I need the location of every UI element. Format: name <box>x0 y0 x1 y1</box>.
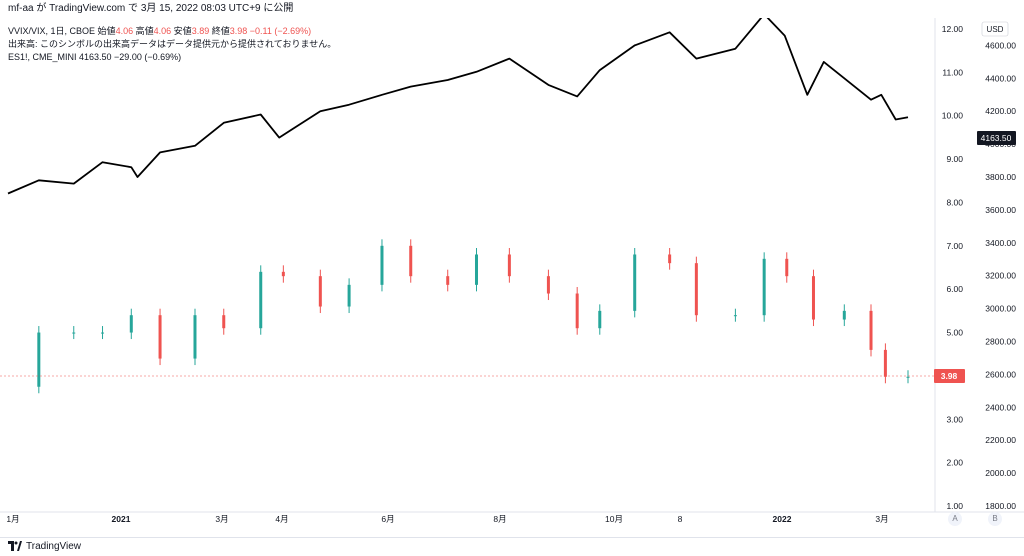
open-label: 始値 <box>97 26 116 36</box>
low-value: 3.89 <box>191 26 210 36</box>
candle-body <box>259 271 263 329</box>
candle-body <box>546 276 550 294</box>
candle-body <box>409 245 413 277</box>
candle-body <box>598 310 602 329</box>
candle-body <box>158 315 162 359</box>
candle-body <box>869 310 873 350</box>
es-line <box>7 18 909 195</box>
time-tick-label: 2022 <box>773 514 792 524</box>
legend-es-line[interactable]: ES1!, CME_MINI 4163.50 −29.00 (−0.69%) <box>8 52 182 62</box>
candle-body <box>811 276 815 320</box>
es-tick-label: 4400.00 <box>985 73 1016 83</box>
footer: TradingView <box>0 537 1024 555</box>
candle-body <box>474 254 478 285</box>
time-tick-label: 3月 <box>215 514 228 524</box>
auto-scale-button[interactable]: A <box>948 512 962 526</box>
time-tick-label: 2021 <box>112 514 131 524</box>
es-tick-label: 4200.00 <box>985 106 1016 116</box>
es-tick-label: 3200.00 <box>985 271 1016 281</box>
candle-body <box>906 376 910 378</box>
candle-body <box>762 258 766 316</box>
candle-body <box>101 332 105 334</box>
time-tick-label: 1月 <box>6 514 19 524</box>
candle-body <box>633 254 637 311</box>
candles-series <box>37 239 910 394</box>
es-tick-label: 3000.00 <box>985 304 1016 314</box>
open-value: 4.06 <box>115 26 134 36</box>
es-tick-label: 3800.00 <box>985 172 1016 182</box>
ratio-price-tag <box>934 369 965 383</box>
candle-body <box>733 315 737 317</box>
low-label: 安値 <box>173 26 192 36</box>
candle-body <box>842 310 846 320</box>
candle-body <box>575 293 579 329</box>
candle-body <box>222 315 226 329</box>
es-tick-label: 2400.00 <box>985 402 1016 412</box>
candle-body <box>668 254 672 264</box>
candle-body <box>446 276 450 285</box>
time-tick-label: 6月 <box>381 514 394 524</box>
es-axis: 4600.004400.004200.004000.003800.003600.… <box>985 40 1016 511</box>
es-price-tag <box>977 131 1016 145</box>
footer-brand[interactable]: TradingView <box>26 541 82 552</box>
time-tick-label: 4月 <box>275 514 288 524</box>
candle-body <box>72 332 76 334</box>
time-tick-label: 8月 <box>493 514 506 524</box>
chart-legend: VVIX/VIX, 1日, CBOE 始値4.06 高値4.06 安値3.89 … <box>8 25 336 64</box>
high-value: 4.06 <box>153 26 172 36</box>
es-price-tag-text: 4163.50 <box>981 133 1012 143</box>
es-tick-label: 1800.00 <box>985 501 1016 511</box>
es-tick-label: 3400.00 <box>985 238 1016 248</box>
es-tick-label: 2200.00 <box>985 435 1016 445</box>
legend-symbol[interactable]: VVIX/VIX, 1日, CBOE <box>8 26 96 36</box>
ratio-axis: 12.0011.0010.009.008.007.006.005.004.003… <box>942 24 964 511</box>
high-label: 高値 <box>135 26 154 36</box>
ratio-tick-label: 5.00 <box>946 328 963 338</box>
change-value: −0.11 (−2.69%) <box>249 26 312 36</box>
tradingview-logo-icon <box>8 541 22 552</box>
ratio-tick-label: 8.00 <box>946 197 963 207</box>
candle-body <box>507 254 511 277</box>
candle-body <box>281 271 285 277</box>
ratio-tick-label: 6.00 <box>946 284 963 294</box>
close-value: 3.98 <box>229 26 248 36</box>
ratio-tick-label: 1.00 <box>946 501 963 511</box>
es-tick-label: 2600.00 <box>985 369 1016 379</box>
candle-body <box>193 315 197 359</box>
es-tick-label: 3600.00 <box>985 205 1016 215</box>
ratio-price-tag-text: 3.98 <box>941 371 958 381</box>
ratio-tick-label: 12.00 <box>942 24 964 34</box>
legend-volume-note: 出来高: このシンボルの出来高データはデータ提供元から提供されておりません。 <box>8 39 337 49</box>
es-line-series <box>7 18 909 195</box>
time-tick-label: 8 <box>678 514 683 524</box>
currency-box[interactable] <box>981 21 1009 37</box>
time-tick-label: 3月 <box>875 514 888 524</box>
candle-body <box>380 245 384 285</box>
publish-info: mf-aa が TradingView.com で 3月 15, 2022 08… <box>8 3 294 14</box>
es-tick-label: 4600.00 <box>985 40 1016 50</box>
ratio-tick-label: 7.00 <box>946 241 963 251</box>
ratio-tick-label: 10.00 <box>942 111 964 121</box>
candle-body <box>129 315 133 333</box>
close-label: 終値 <box>211 26 230 36</box>
es-tick-label: 2800.00 <box>985 337 1016 347</box>
candle-body <box>37 332 41 387</box>
ratio-tick-label: 3.00 <box>946 414 963 424</box>
ratio-tick-label: 11.00 <box>942 67 963 77</box>
ratio-tick-label: 9.00 <box>946 154 963 164</box>
ratio-tick-label: 2.00 <box>946 458 963 468</box>
price-chart[interactable]: 12.0011.0010.009.008.007.006.005.004.003… <box>0 18 1024 538</box>
candle-body <box>318 276 322 307</box>
time-tick-label: 10月 <box>605 514 623 524</box>
legend-ohlc-row: VVIX/VIX, 1日, CBOE 始値4.06 高値4.06 安値3.89 … <box>8 25 336 38</box>
candle-body <box>694 263 698 316</box>
candle-body <box>785 258 789 277</box>
time-axis: 1月 2021 3月 4月 6月 8月 10月 8 2022 3月 <box>6 514 888 524</box>
es-tick-label: 2000.00 <box>985 468 1016 478</box>
candle-body <box>883 349 887 377</box>
candle-body <box>347 284 351 307</box>
currency-label: USD <box>987 25 1004 34</box>
log-scale-button[interactable]: B <box>988 512 1002 526</box>
